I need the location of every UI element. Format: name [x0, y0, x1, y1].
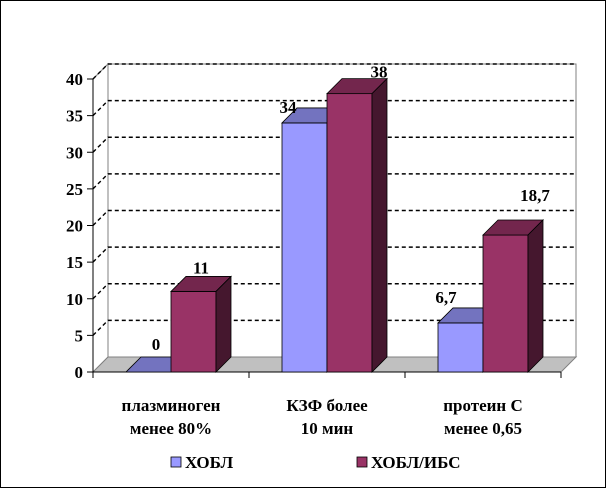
y-tick-label: 10: [66, 290, 83, 309]
legend-swatch: [170, 456, 182, 468]
y-tick-label: 5: [75, 326, 84, 345]
bar-front: [437, 322, 484, 373]
x-category-label: протеин С: [443, 396, 523, 415]
legend-label: ХОБЛ/ИБС: [371, 453, 460, 472]
x-category-label: плазминоген: [122, 396, 221, 415]
data-label: 38: [371, 63, 388, 82]
y-tick-label: 0: [75, 363, 84, 382]
x-category-label: КЗФ более: [286, 396, 368, 415]
data-label: 18,7: [520, 186, 550, 205]
legend-swatch: [356, 456, 368, 468]
gridline: [92, 283, 576, 300]
x-category-label: менее 0,65: [444, 419, 522, 438]
y-tick-label: 20: [66, 217, 83, 236]
gridline: [92, 63, 576, 80]
data-label: 34: [280, 98, 298, 117]
y-tick-label: 40: [66, 70, 83, 89]
bar-side: [527, 219, 544, 373]
data-label: 6,7: [435, 288, 457, 307]
bar-front: [281, 122, 328, 373]
x-category-label: менее 80%: [130, 419, 212, 438]
gridline: [92, 209, 576, 226]
gridline: [92, 246, 576, 263]
y-tick-label: 30: [66, 143, 83, 162]
bar-side: [371, 77, 388, 373]
gridline: [92, 136, 576, 153]
y-tick-label: 25: [66, 180, 83, 199]
x-category-label: 10 мин: [301, 419, 354, 438]
data-label: 0: [152, 335, 161, 354]
y-tick-label: 35: [66, 107, 83, 126]
legend-label: ХОБЛ: [185, 453, 233, 472]
bar-front: [326, 93, 373, 373]
data-label: 11: [193, 258, 209, 277]
bar-front: [482, 234, 529, 373]
bar-front: [170, 291, 217, 373]
gridline: [92, 99, 576, 117]
bar-side: [215, 275, 232, 373]
y-tick-label: 15: [66, 253, 83, 272]
gridline: [92, 173, 576, 190]
gridline: [92, 319, 576, 336]
